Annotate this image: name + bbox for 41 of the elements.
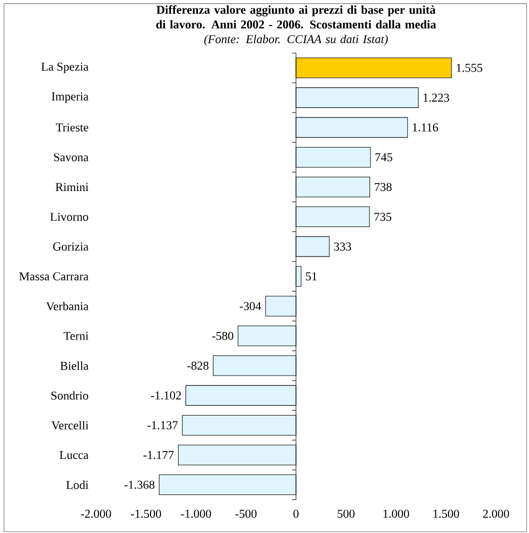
- x-tick-label: 1.000: [384, 510, 410, 518]
- y-tick-label: Sondrio: [51, 391, 88, 400]
- chart-subtitle: (Fonte: Elabor. CCIAA su dati Istat): [204, 34, 388, 46]
- data-label: 1.555: [456, 64, 482, 72]
- data-label: -1.137: [147, 421, 178, 430]
- data-label: -1.368: [124, 480, 154, 489]
- y-tick-label: Lucca: [60, 451, 88, 459]
- data-label: 333: [334, 242, 352, 251]
- data-label: -1.102: [150, 391, 181, 400]
- y-tick-label: Massa Carrara: [19, 272, 88, 280]
- x-tick-label: 2.000: [483, 510, 510, 518]
- y-tick-label: Vercelli: [51, 420, 88, 430]
- y-tick-label: Terni: [64, 332, 88, 340]
- y-tick-label: Savona: [54, 153, 88, 162]
- data-label: 738: [374, 182, 392, 192]
- data-label: 1.223: [424, 94, 450, 102]
- y-tick-label: La Spezia: [41, 62, 88, 74]
- y-tick-label: Biella: [60, 361, 88, 370]
- data-label: 745: [376, 153, 392, 162]
- chart-title: Differenza valore aggiunto ai prezzi di base per unità di lavoro. Anni 2002 - 2006. Scostamenti dalla media: [156, 5, 436, 29]
- y-tick-label: Imperia: [52, 92, 88, 103]
- y-tick-label: Verbania: [46, 302, 88, 310]
- data-label: -304: [240, 302, 262, 310]
- y-tick-label: Lodi: [66, 480, 88, 490]
- x-tick-label: 0: [293, 510, 299, 518]
- data-label: 51: [306, 272, 317, 280]
- x-tick-label: -2.000: [80, 510, 112, 518]
- data-label: 735: [374, 212, 392, 221]
- x-tick-label: 1.500: [434, 510, 460, 518]
- data-label: -828: [187, 362, 208, 370]
- data-label: -580: [212, 332, 234, 340]
- y-tick-label: Rimini: [56, 183, 88, 191]
- x-tick-label: 500: [338, 510, 355, 518]
- data-label: -1.177: [143, 450, 174, 460]
- x-tick-label: -500: [235, 510, 257, 518]
- y-tick-label: Livorno: [50, 212, 88, 221]
- x-tick-label: -1.500: [130, 510, 162, 518]
- x-tick-label: -1.000: [180, 510, 212, 518]
- y-tick-label: Trieste: [56, 123, 88, 132]
- y-tick-label: Gorizia: [53, 242, 88, 251]
- data-label: 1.116: [412, 123, 438, 132]
